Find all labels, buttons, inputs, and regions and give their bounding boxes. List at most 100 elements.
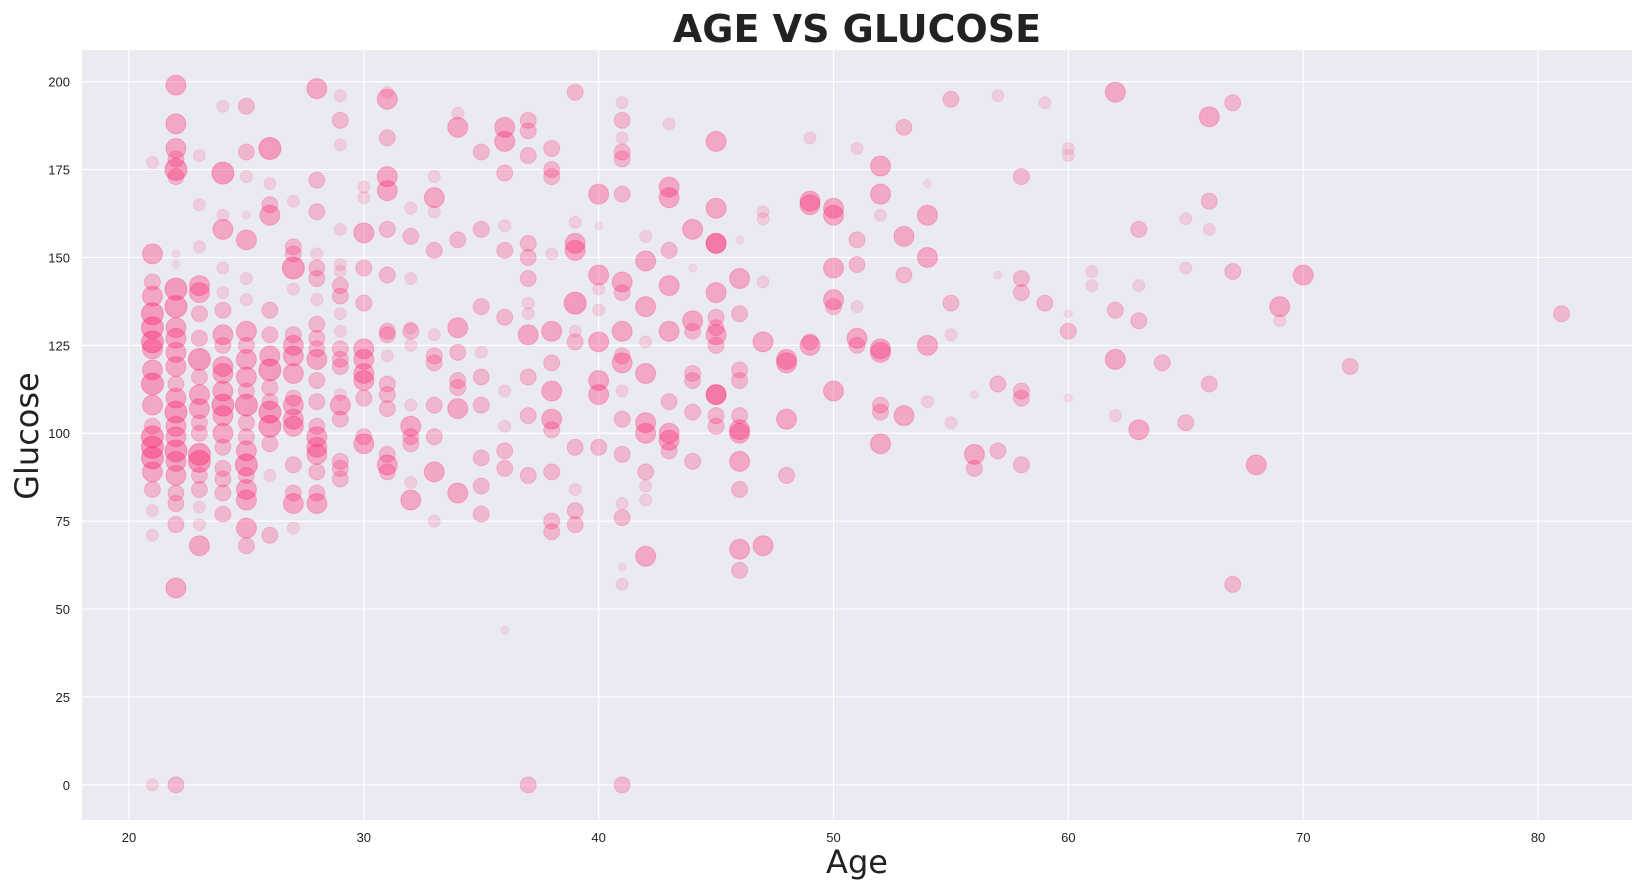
data-point [611,271,633,293]
data-point [165,450,187,472]
data-point [140,372,164,396]
x-tick-label: 80 [1531,830,1545,845]
data-point [237,97,255,115]
data-point [756,275,770,289]
data-point [214,505,232,523]
data-point [425,428,443,446]
data-point [216,261,230,275]
data-point [658,187,680,209]
data-point [308,329,326,347]
data-point [188,275,210,297]
data-point [187,449,211,473]
data-point [1012,168,1030,186]
data-point [165,355,187,377]
data-point [165,137,187,159]
data-point [404,475,418,489]
data-point [611,352,633,374]
data-point [145,778,159,792]
data-point [141,243,163,265]
data-point [869,338,891,360]
data-point [165,341,187,363]
data-point [425,354,443,372]
data-point [378,129,396,147]
data-point [423,187,445,209]
x-tick-labels: 20 30 40 50 60 70 80 [122,830,1546,845]
data-point [402,322,420,340]
data-point [1198,106,1220,128]
data-point [188,282,210,304]
data-point [192,148,206,162]
data-point [1130,220,1148,238]
data-point [519,234,537,252]
data-point [308,484,326,502]
data-point [519,111,537,129]
data-point [1104,348,1126,370]
data-point [752,535,774,557]
data-point [969,390,979,400]
data-point [1224,263,1242,281]
data-point [823,380,845,402]
data-point [190,305,208,323]
data-point [1038,96,1052,110]
data-point [192,198,206,212]
data-point [284,484,302,502]
data-point [380,85,394,99]
data-point [282,493,304,515]
data-point [873,208,887,222]
data-point [376,166,398,188]
data-point [568,215,582,229]
data-point [214,301,232,319]
data-point [306,436,328,458]
data-point [472,477,490,495]
data-point [282,408,304,430]
data-point [167,516,185,534]
data-point [846,327,868,349]
data-point [776,408,798,430]
data-point [731,305,749,323]
data-point [564,239,586,261]
data-point [258,400,282,424]
data-point [658,422,680,444]
x-tick-label: 20 [122,830,136,845]
data-point [521,296,535,310]
data-point [404,201,418,215]
data-point [1061,141,1075,155]
data-point [165,577,187,599]
data-point [1179,261,1193,275]
data-point [472,298,490,316]
y-axis-title: Glucose [8,372,46,500]
data-point [639,335,653,349]
data-point [684,452,702,470]
data-point [216,208,230,222]
data-point [1200,192,1218,210]
data-point [916,204,938,226]
data-point [447,482,469,504]
data-point [261,379,279,397]
data-point [404,321,418,335]
data-point [944,328,958,342]
data-point [989,442,1007,460]
data-point [1292,264,1314,286]
data-point [658,176,680,198]
data-point [331,470,349,488]
data-point [140,446,164,470]
data-point [404,272,418,286]
data-point [635,250,657,272]
data-point [658,275,680,297]
data-point [707,407,725,425]
data-point [588,183,610,205]
data-point [425,241,443,259]
data-point [611,320,633,342]
data-point [141,461,163,483]
data-point [212,405,234,427]
data-point [167,495,185,513]
data-point [803,131,817,145]
data-point [705,384,727,406]
data-point [662,117,676,131]
data-point [190,329,208,347]
data-point [1012,284,1030,302]
data-point [241,210,251,220]
data-point [308,171,326,189]
data-point [729,419,751,441]
y-tick-label: 50 [56,602,70,617]
